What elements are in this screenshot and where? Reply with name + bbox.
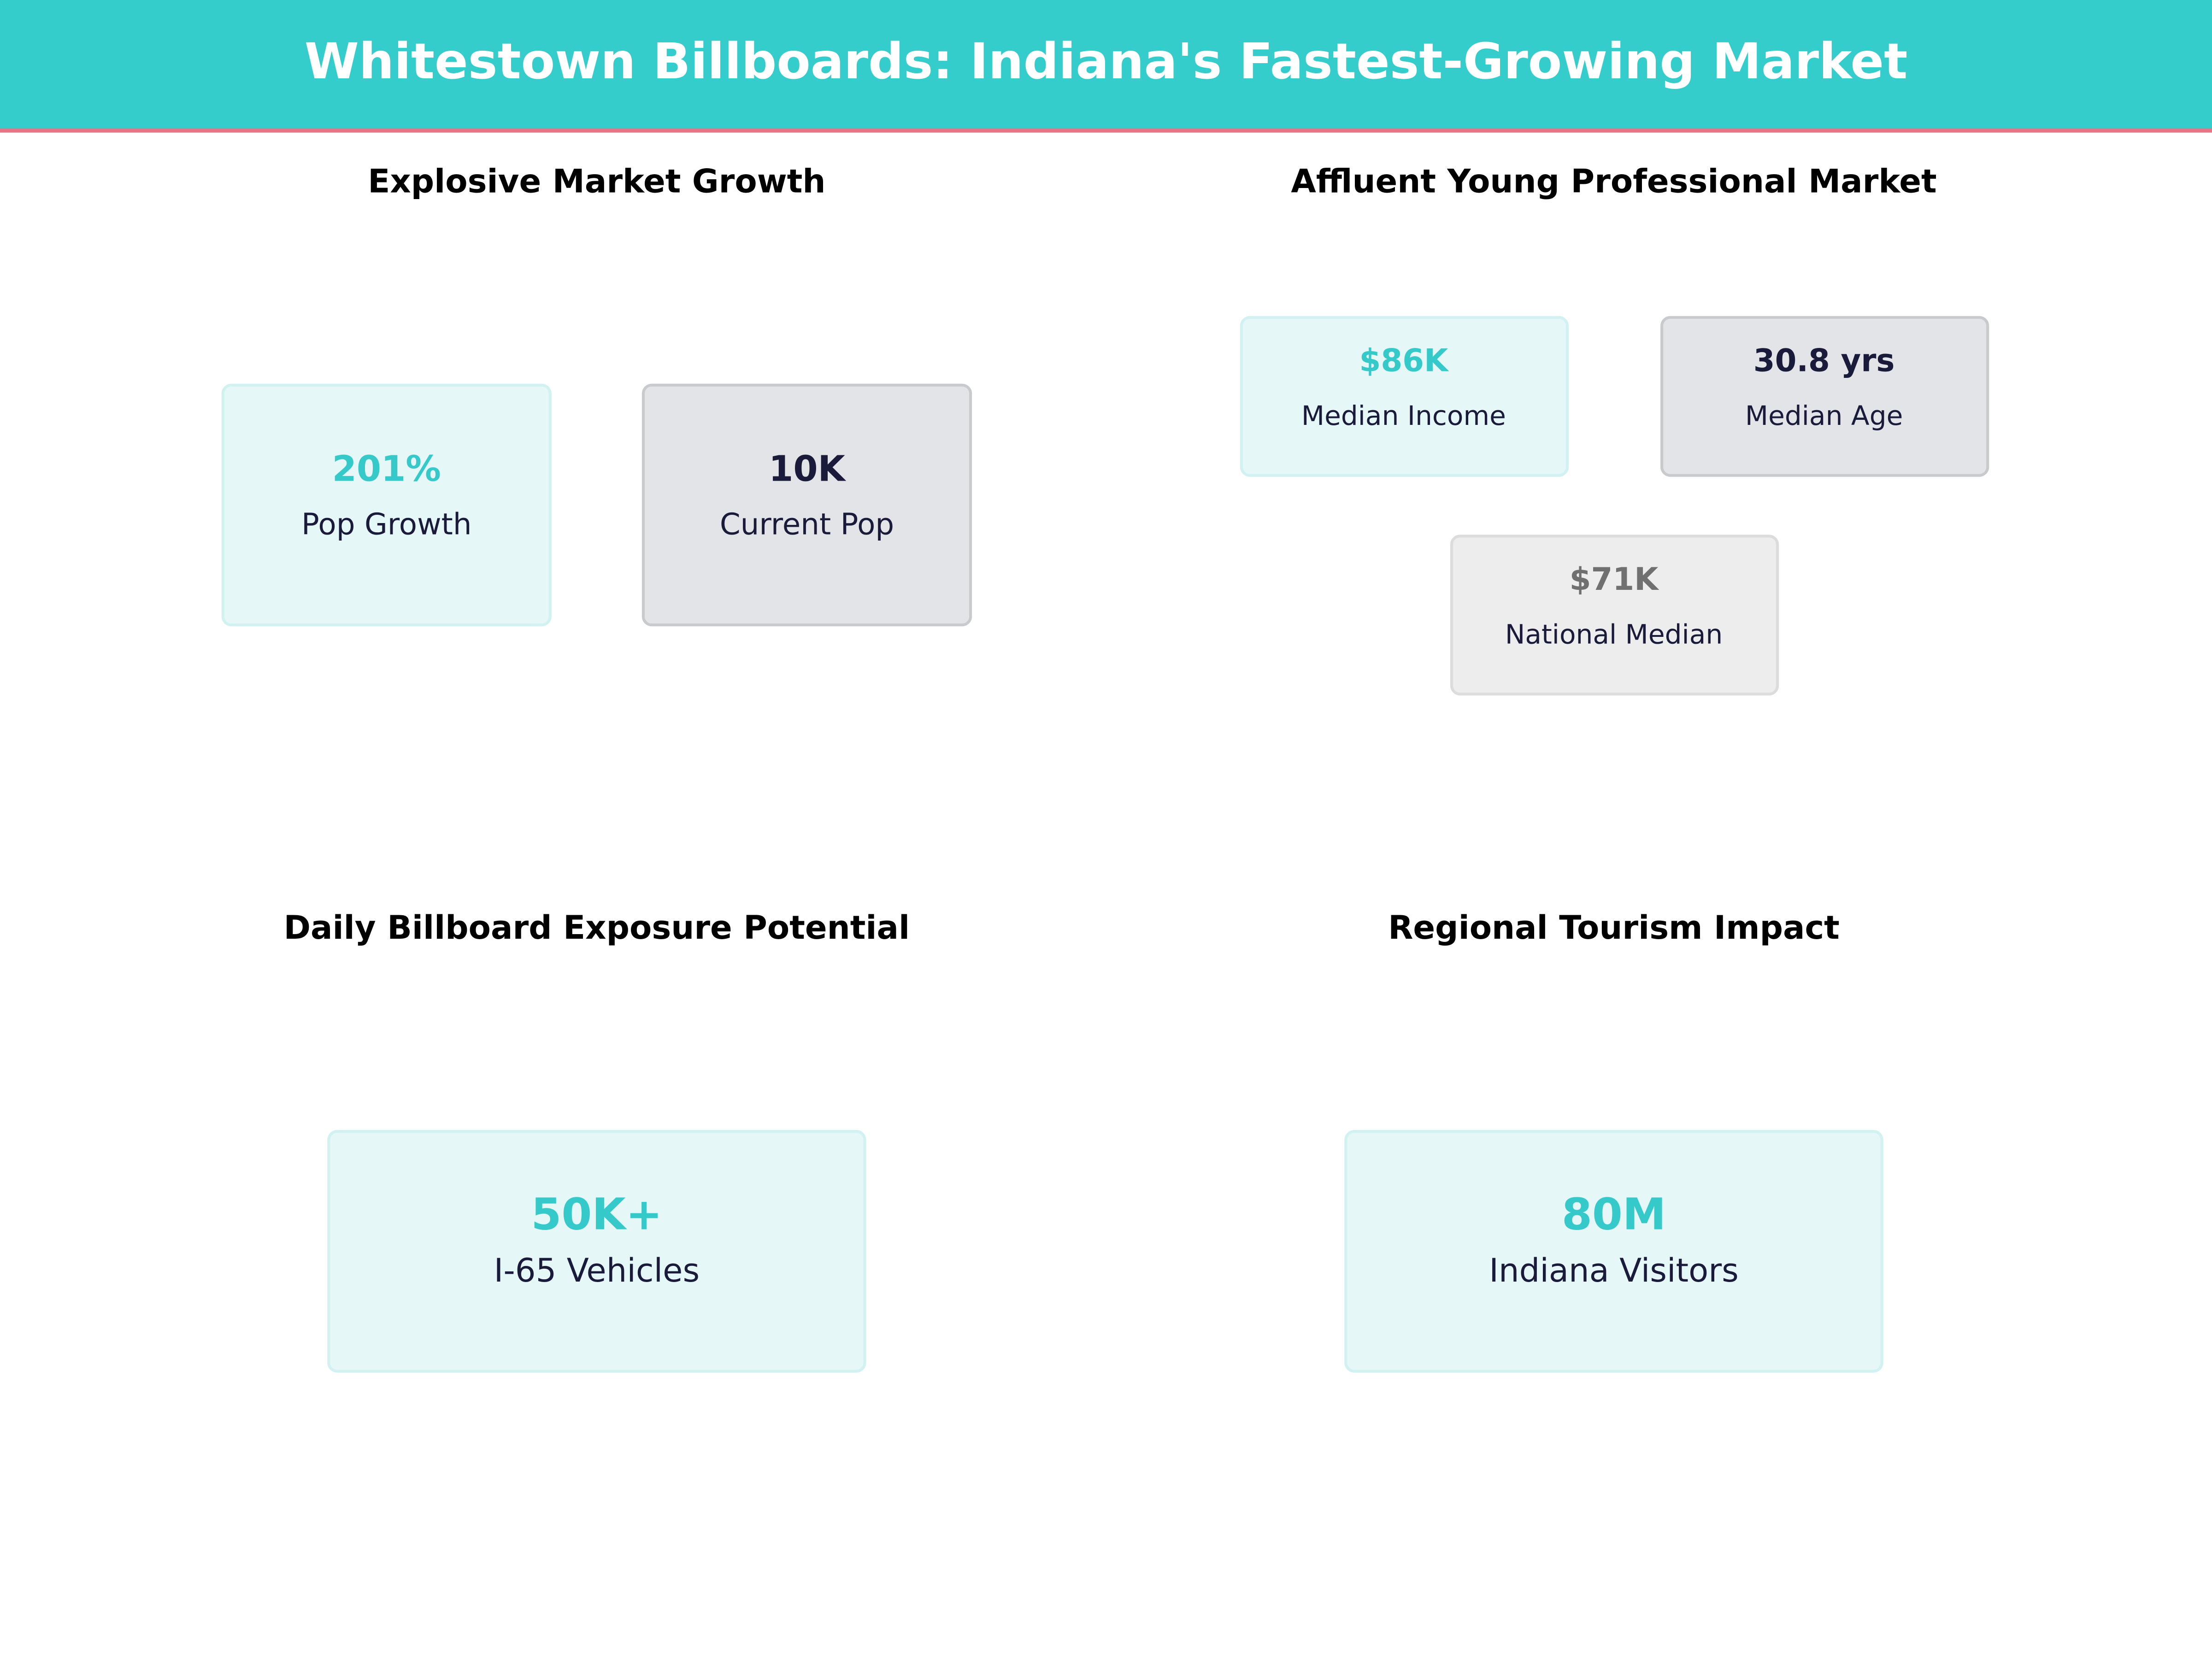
card-box xyxy=(1240,316,1569,477)
kpi-card: 10K Current Pop xyxy=(641,383,972,627)
card-box xyxy=(1450,535,1779,696)
card-box xyxy=(1344,1130,1883,1373)
kpi-card: 30.8 yrs Median Age xyxy=(1660,316,1989,477)
card-label: National Median xyxy=(1505,619,1723,650)
card-label: I-65 Vehicles xyxy=(494,1252,700,1289)
card-value: $71K xyxy=(1570,561,1660,597)
card-label: Current Pop xyxy=(720,507,894,541)
card-box xyxy=(641,383,972,627)
card-box xyxy=(327,1130,866,1373)
panel-title: Explosive Market Growth xyxy=(368,162,825,200)
page-title: Whitestown Billboards: Indiana's Fastest… xyxy=(305,33,1908,90)
card-value: $86K xyxy=(1359,342,1450,378)
card-value: 10K xyxy=(769,448,846,489)
card-label: Pop Growth xyxy=(301,507,472,541)
kpi-card: 201% Pop Growth xyxy=(221,383,552,627)
kpi-card: 50K+ I-65 Vehicles xyxy=(327,1130,866,1373)
card-value: 201% xyxy=(332,448,441,489)
kpi-card: $86K Median Income xyxy=(1240,316,1569,477)
card-label: Median Age xyxy=(1745,400,1903,431)
card-value: 80M xyxy=(1562,1189,1666,1240)
card-box xyxy=(1660,316,1989,477)
kpi-card: 80M Indiana Visitors xyxy=(1344,1130,1883,1373)
card-label: Indiana Visitors xyxy=(1489,1252,1739,1289)
kpi-card: $71K National Median xyxy=(1450,535,1779,696)
card-value: 50K+ xyxy=(531,1189,662,1240)
header-rule xyxy=(0,128,2212,133)
header-bar xyxy=(0,0,2212,130)
card-value: 30.8 yrs xyxy=(1753,342,1895,378)
panel-title: Affluent Young Professional Market xyxy=(1291,162,1936,200)
panel-title: Regional Tourism Impact xyxy=(1388,909,1840,947)
panel-title: Daily Billboard Exposure Potential xyxy=(284,909,910,947)
card-label: Median Income xyxy=(1301,400,1506,431)
card-box xyxy=(221,383,552,627)
